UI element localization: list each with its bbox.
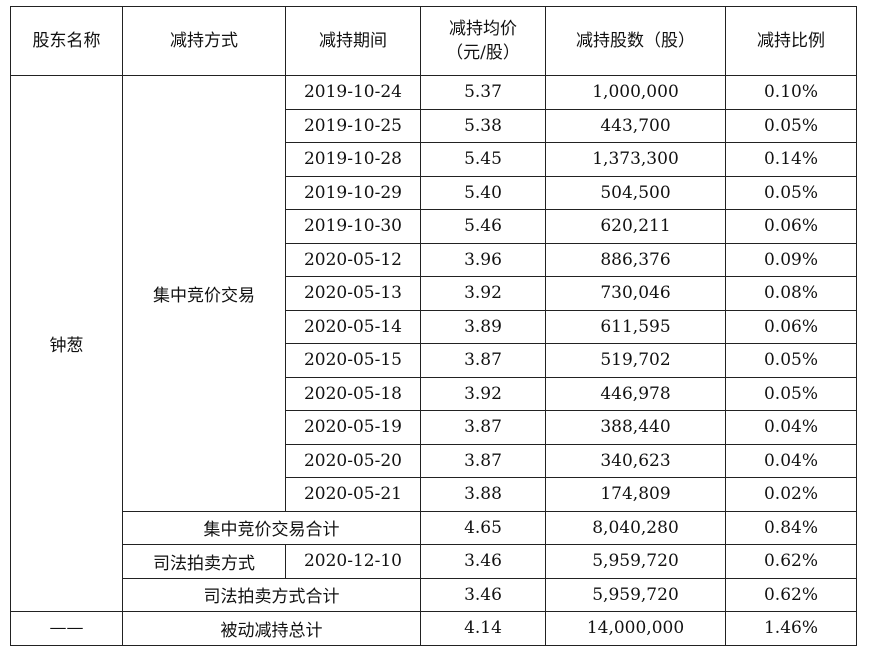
judicial-ratio: 0.62% (725, 544, 857, 579)
row-price: 5.40 (420, 175, 546, 210)
table-body: 钟葱 集中竞价交易 2019-10-24 5.37 1,000,000 0.10… (10, 75, 857, 646)
row-shares: 1,000,000 (545, 75, 726, 110)
row-price: 5.37 (420, 75, 546, 110)
row-ratio: 0.14% (725, 142, 857, 177)
row-ratio: 0.10% (725, 75, 857, 110)
judicial-shares: 5,959,720 (545, 544, 726, 579)
row-price: 5.38 (420, 108, 546, 143)
row-shares: 886,376 (545, 242, 726, 277)
judicial-method: 司法拍卖方式 (122, 544, 286, 579)
row-shares: 340,623 (545, 443, 726, 478)
row-shares: 519,702 (545, 343, 726, 378)
row-ratio: 0.05% (725, 343, 857, 378)
table-row: 2020-05-21 3.88 174,809 0.02% (11, 477, 857, 512)
row-date: 2020-05-13 (285, 276, 421, 311)
table-row: 2020-05-13 3.92 730,046 0.08% (11, 276, 857, 311)
row-date: 2019-10-28 (285, 142, 421, 177)
shareholder-name: 钟葱 (10, 75, 123, 612)
row-ratio: 0.05% (725, 376, 857, 411)
table-row: 2020-05-15 3.87 519,702 0.05% (11, 343, 857, 378)
row-price: 3.92 (420, 376, 546, 411)
row-ratio: 0.09% (725, 242, 857, 277)
grand-total-price: 4.14 (420, 611, 546, 646)
row-shares: 620,211 (545, 209, 726, 244)
grand-total-shares: 14,000,000 (545, 611, 726, 646)
header-row: 股东名称 减持方式 减持期间 减持均价 （元/股） 减持股数（股） 减持比例 (10, 6, 857, 76)
row-shares: 446,978 (545, 376, 726, 411)
row-date: 2019-10-29 (285, 175, 421, 210)
row-ratio: 0.06% (725, 309, 857, 344)
row-ratio: 0.06% (725, 209, 857, 244)
grand-total-row: —— 被动减持总计 4.14 14,000,000 1.46% (10, 611, 857, 646)
row-date: 2019-10-25 (285, 108, 421, 143)
row-date: 2020-05-15 (285, 343, 421, 378)
row-ratio: 0.05% (725, 108, 857, 143)
table-row: 2019-10-30 5.46 620,211 0.06% (11, 209, 857, 244)
grand-total-ratio: 1.46% (725, 611, 857, 646)
grand-total-name: —— (10, 611, 123, 646)
row-ratio: 0.04% (725, 443, 857, 478)
centralized-total-label: 集中竞价交易合计 (122, 510, 421, 545)
header-shareholder: 股东名称 (10, 6, 123, 76)
centralized-total-ratio: 0.84% (725, 510, 857, 545)
row-shares: 443,700 (545, 108, 726, 143)
table-row: 2020-05-12 3.96 886,376 0.09% (11, 242, 857, 277)
judicial-total-row: 司法拍卖方式合计 3.46 5,959,720 0.62% (11, 577, 857, 612)
row-date: 2020-05-21 (285, 477, 421, 512)
judicial-price: 3.46 (420, 544, 546, 579)
table-row: 2019-10-25 5.38 443,700 0.05% (11, 108, 857, 143)
judicial-date: 2020-12-10 (285, 544, 421, 579)
row-price: 3.88 (420, 477, 546, 512)
judicial-total-price: 3.46 (420, 577, 546, 612)
centralized-total-row: 集中竞价交易合计 4.65 8,040,280 0.84% (11, 510, 857, 545)
grand-total-label: 被动减持总计 (122, 611, 421, 646)
row-date: 2019-10-30 (285, 209, 421, 244)
judicial-total-label: 司法拍卖方式合计 (122, 577, 421, 612)
row-shares: 730,046 (545, 276, 726, 311)
judicial-total-shares: 5,959,720 (545, 577, 726, 612)
table-row: 2019-10-28 5.45 1,373,300 0.14% (11, 142, 857, 177)
row-price: 3.87 (420, 410, 546, 445)
row-price: 3.96 (420, 242, 546, 277)
header-period: 减持期间 (285, 6, 421, 76)
row-date: 2020-05-14 (285, 309, 421, 344)
table-row: 2020-05-20 3.87 340,623 0.04% (11, 443, 857, 478)
centralized-total-shares: 8,040,280 (545, 510, 726, 545)
judicial-total-ratio: 0.62% (725, 577, 857, 612)
row-date: 2019-10-24 (285, 75, 421, 110)
row-ratio: 0.08% (725, 276, 857, 311)
method-centralized: 集中竞价交易 (122, 75, 286, 512)
row-date: 2020-05-18 (285, 376, 421, 411)
row-ratio: 0.02% (725, 477, 857, 512)
table-row: 2019-10-29 5.40 504,500 0.05% (11, 175, 857, 210)
share-reduction-table: 股东名称 减持方式 减持期间 减持均价 （元/股） 减持股数（股） 减持比例 钟… (10, 6, 857, 646)
header-shares: 减持股数（股） (545, 6, 726, 76)
row-price: 3.87 (420, 443, 546, 478)
row-price: 5.46 (420, 209, 546, 244)
row-price: 3.87 (420, 343, 546, 378)
row-shares: 611,595 (545, 309, 726, 344)
table-row: 钟葱 集中竞价交易 2019-10-24 5.37 1,000,000 0.10… (10, 75, 857, 612)
centralized-total-price: 4.65 (420, 510, 546, 545)
row-shares: 388,440 (545, 410, 726, 445)
row-date: 2020-05-19 (285, 410, 421, 445)
header-ratio: 减持比例 (725, 6, 857, 76)
judicial-row: 司法拍卖方式 2020-12-10 3.46 5,959,720 0.62% (11, 544, 857, 579)
row-shares: 174,809 (545, 477, 726, 512)
row-ratio: 0.05% (725, 175, 857, 210)
row-price: 5.45 (420, 142, 546, 177)
header-method: 减持方式 (122, 6, 286, 76)
row-shares: 1,373,300 (545, 142, 726, 177)
row-date: 2020-05-20 (285, 443, 421, 478)
table-row: 2020-05-14 3.89 611,595 0.06% (11, 309, 857, 344)
row-date: 2020-05-12 (285, 242, 421, 277)
row-shares: 504,500 (545, 175, 726, 210)
header-avg-price: 减持均价 （元/股） (420, 6, 546, 76)
row-ratio: 0.04% (725, 410, 857, 445)
row-price: 3.89 (420, 309, 546, 344)
row-price: 3.92 (420, 276, 546, 311)
